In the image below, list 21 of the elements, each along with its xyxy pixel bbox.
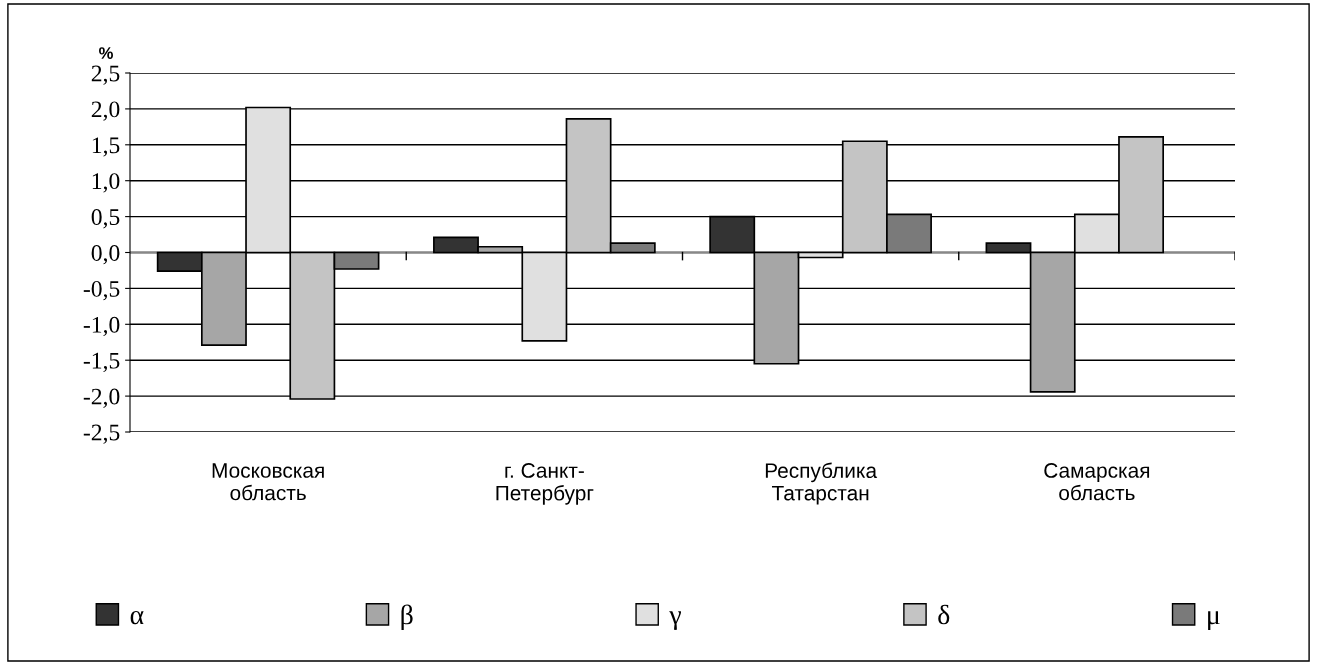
y-tick-label: 1,5 <box>92 137 120 157</box>
y-tick-label: 2,0 <box>91 101 120 121</box>
legend-label: β <box>401 604 413 630</box>
x-tick-label: г. Санкт- Петербург <box>496 463 594 505</box>
y-tick-label: 0,5 <box>91 209 120 229</box>
x-tick-label: Московская область <box>212 463 324 501</box>
legend-label: γ <box>669 611 682 630</box>
x-tick-label: Самарская область <box>1044 463 1150 501</box>
y-tick-label: -0,5 <box>83 280 120 301</box>
y-axis-title: % <box>99 47 113 59</box>
legend-label: δ <box>938 604 950 625</box>
y-tick-label: 2,5 <box>91 65 120 85</box>
y-tick-label: -1,5 <box>83 352 120 373</box>
legend-label: α <box>130 610 144 625</box>
y-tick-label: -2,0 <box>83 388 120 408</box>
y-tick-label: -2,5 <box>83 424 120 444</box>
y-tick-label: 0,0 <box>91 244 120 265</box>
legend-label: μ <box>1208 611 1220 631</box>
y-tick-label: -1,0 <box>83 316 120 337</box>
x-tick-label: Республика Татарстан <box>765 462 878 505</box>
y-tick-label: 1,0 <box>92 173 120 193</box>
